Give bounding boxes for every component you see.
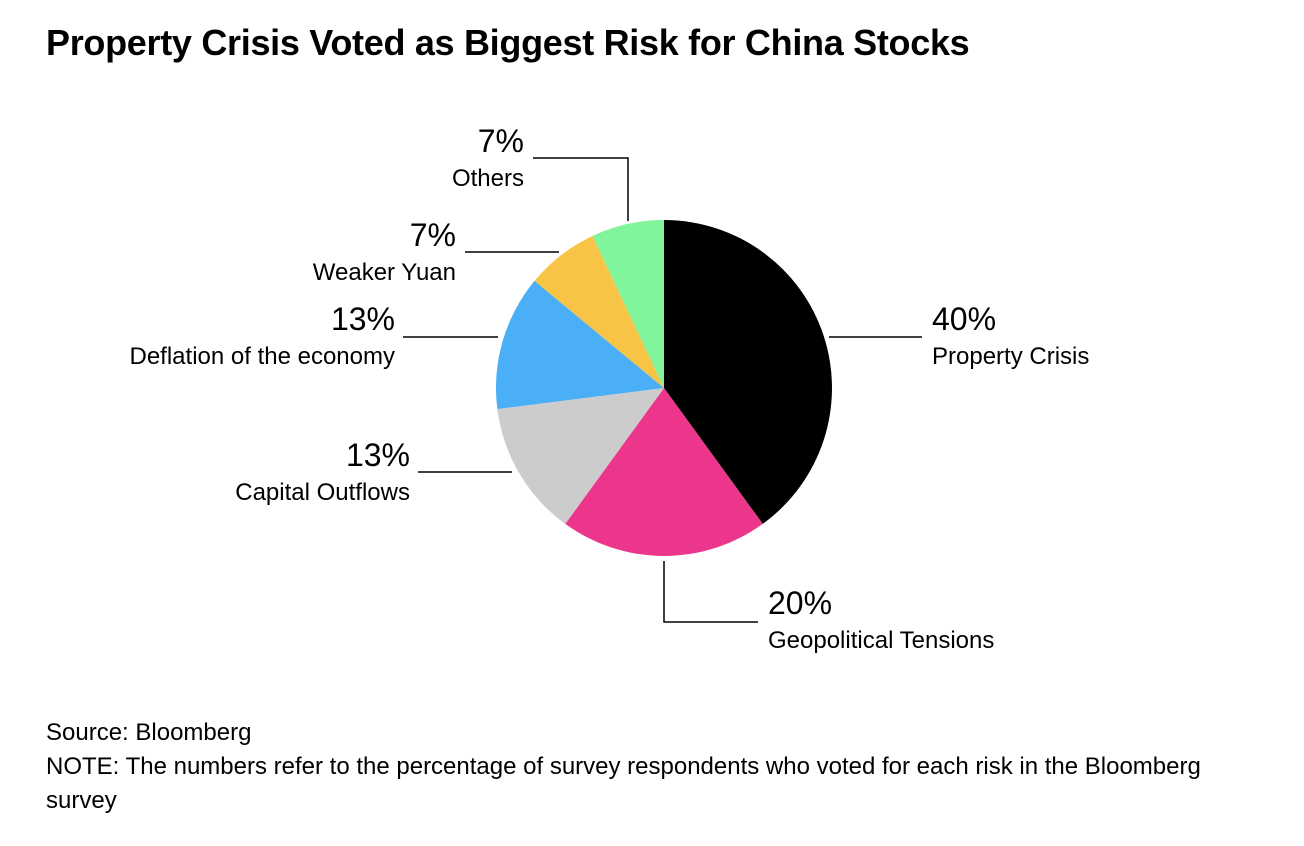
slice-value-label-capital-outflows: 13%: [346, 437, 410, 473]
slice-value-label-weaker-yuan: 7%: [410, 217, 456, 253]
slice-value-label-geopolitical-tensions: 20%: [768, 585, 832, 621]
slice-labels: 40% Property Crisis 20% Geopolitical Tensio…: [130, 123, 1090, 654]
chart-title: Property Crisis Voted as Biggest Risk fo…: [46, 22, 970, 63]
source-text: Source: Bloomberg: [46, 719, 252, 746]
pie-chart: 40% Property Crisis 20% Geopolitical Tensio…: [130, 123, 1090, 654]
slice-category-label-others: Others: [452, 165, 524, 192]
pie-slice-capital-outflows: [497, 388, 664, 524]
slice-value-label-property-crisis: 40%: [932, 301, 996, 337]
chart-footer: Source: Bloomberg NOTE: The numbers refe…: [46, 716, 1266, 818]
slice-category-label-weaker-yuan: Weaker Yuan: [313, 259, 456, 286]
pie-slice-deflation-of-the-economy: [495, 280, 664, 410]
pie-slice-weaker-yuan: [534, 235, 664, 388]
pie-slice-others: [592, 220, 664, 388]
leader-line-others: [533, 157, 629, 221]
leader-lines: [403, 157, 922, 623]
pie-slice-geopolitical-tensions: [565, 388, 763, 556]
note-text: NOTE: The numbers refer to the percentag…: [46, 753, 1201, 814]
slice-category-label-geopolitical-tensions: Geopolitical Tensions: [768, 627, 994, 654]
slice-value-label-others: 7%: [478, 123, 524, 159]
leader-line-geopolitical-tensions: [663, 561, 758, 623]
slice-category-label-property-crisis: Property Crisis: [932, 343, 1089, 370]
pie-slices: [495, 220, 832, 556]
slice-category-label-deflation-of-the-economy: Deflation of the economy: [130, 343, 396, 370]
slice-category-label-capital-outflows: Capital Outflows: [235, 479, 410, 506]
slice-value-label-deflation-of-the-economy: 13%: [331, 301, 395, 337]
pie-slice-property-crisis: [664, 220, 832, 524]
